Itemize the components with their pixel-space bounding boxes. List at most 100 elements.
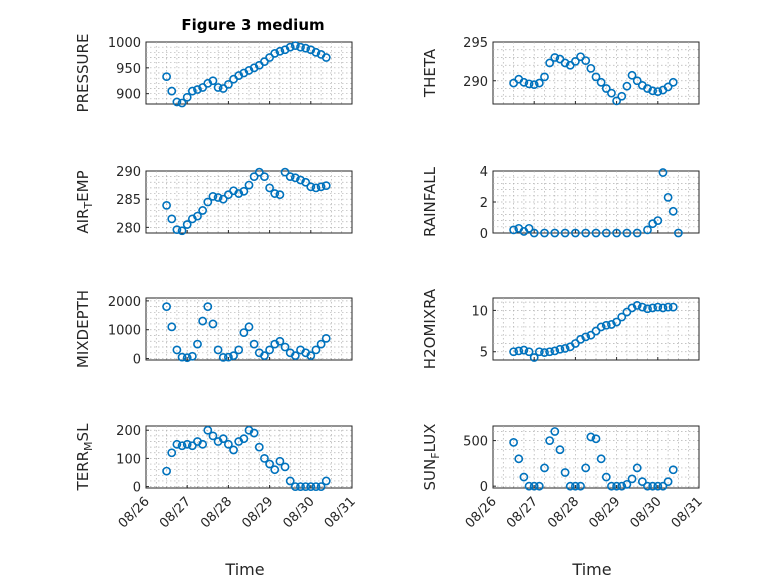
data-point (591, 72, 601, 82)
data-point (607, 481, 616, 491)
data-point (198, 206, 208, 215)
y-axis-label-part: H2OMIXRA (421, 288, 439, 369)
data-point (581, 332, 591, 342)
data-point (555, 344, 565, 354)
data-point (234, 189, 244, 198)
data-point (172, 345, 182, 355)
data-point (586, 432, 596, 442)
y-tick-label: 1000 (108, 36, 141, 51)
data-point (265, 459, 274, 469)
data-point (260, 454, 269, 463)
data-point (218, 434, 228, 444)
y-axis-label: PRESSURE (74, 34, 92, 113)
data-point (265, 53, 274, 62)
data-point (306, 482, 316, 491)
y-tick-label: 290 (116, 165, 141, 180)
data-point (193, 211, 202, 221)
data-point (265, 183, 274, 193)
data-point (167, 448, 177, 458)
data-series (162, 302, 331, 363)
data-point (311, 345, 321, 355)
data-point (244, 322, 254, 332)
data-point (270, 465, 280, 475)
y-axis-label-part: SL (74, 423, 92, 442)
data-point (187, 86, 197, 96)
data-point (668, 206, 678, 216)
data-point (540, 228, 549, 238)
data-point (249, 172, 259, 182)
data-point (260, 57, 269, 67)
data-point (571, 56, 580, 66)
data-point (643, 225, 652, 235)
data-point (182, 220, 192, 229)
subplot-mixdepth: 0 1000 2000 MIXDEPTH (74, 290, 353, 368)
data-point (545, 347, 555, 357)
y-axis-label-part: LUX (421, 424, 439, 453)
data-point (596, 454, 606, 464)
data-point (627, 474, 637, 484)
data-point (524, 223, 534, 233)
data-point (622, 307, 632, 317)
data-series (509, 301, 678, 362)
y-axis-label-part: TERR (74, 451, 92, 492)
data-point (545, 58, 555, 68)
data-point (586, 330, 596, 340)
data-point (632, 228, 642, 238)
data-series (509, 168, 683, 238)
y-axis-label-part: MIXDEPTH (74, 290, 92, 368)
data-point (509, 438, 518, 447)
data-point (177, 352, 187, 362)
data-point (658, 481, 668, 491)
data-point (167, 322, 177, 332)
data-point (218, 84, 228, 93)
data-point (223, 439, 233, 449)
x-tick-label: 08/27 (157, 494, 194, 531)
y-tick-label: 1000 (108, 324, 141, 339)
data-point (529, 353, 539, 362)
data-point (550, 427, 560, 436)
data-point (653, 216, 663, 225)
data-point (658, 168, 668, 177)
data-point (591, 228, 601, 238)
data-point (249, 428, 259, 438)
y-tick-label: 285 (116, 193, 141, 208)
data-point (596, 77, 606, 87)
data-point (514, 346, 524, 356)
data-point (290, 173, 300, 183)
data-point (529, 481, 539, 491)
data-point (550, 346, 560, 356)
y-axis-label-subscript: M (82, 441, 95, 451)
y-tick-label: 950 (116, 62, 141, 77)
data-point (177, 441, 187, 451)
data-point (198, 83, 208, 92)
data-series (509, 52, 678, 106)
data-point (280, 462, 290, 472)
data-point (321, 53, 331, 62)
data-point (545, 436, 555, 445)
data-point (596, 322, 606, 332)
data-point (260, 351, 269, 361)
subplot-terr_msl: 0 100 200 08/26 08/27 08/28 08/29 08/30 08/31 TER… (74, 423, 359, 579)
data-point (193, 339, 202, 349)
y-axis-label-part: SUN (421, 459, 439, 491)
x-tick-label: 08/27 (504, 494, 541, 531)
y-tick-label: 295 (463, 36, 488, 51)
data-point (534, 481, 544, 491)
data-point (601, 320, 611, 330)
data-point (285, 42, 295, 52)
data-point (249, 339, 259, 349)
data-point (316, 339, 326, 349)
data-point (296, 42, 305, 52)
y-axis-label-part: AIR (74, 209, 92, 234)
y-axis-label-subscript: T (82, 202, 95, 210)
data-point (524, 481, 534, 491)
data-point (576, 481, 585, 491)
data-point (632, 463, 642, 473)
data-point (632, 76, 642, 86)
data-point (177, 226, 187, 236)
data-point (218, 194, 228, 204)
y-tick-label: 4 (480, 165, 488, 180)
y-tick-label: 100 (116, 452, 141, 467)
